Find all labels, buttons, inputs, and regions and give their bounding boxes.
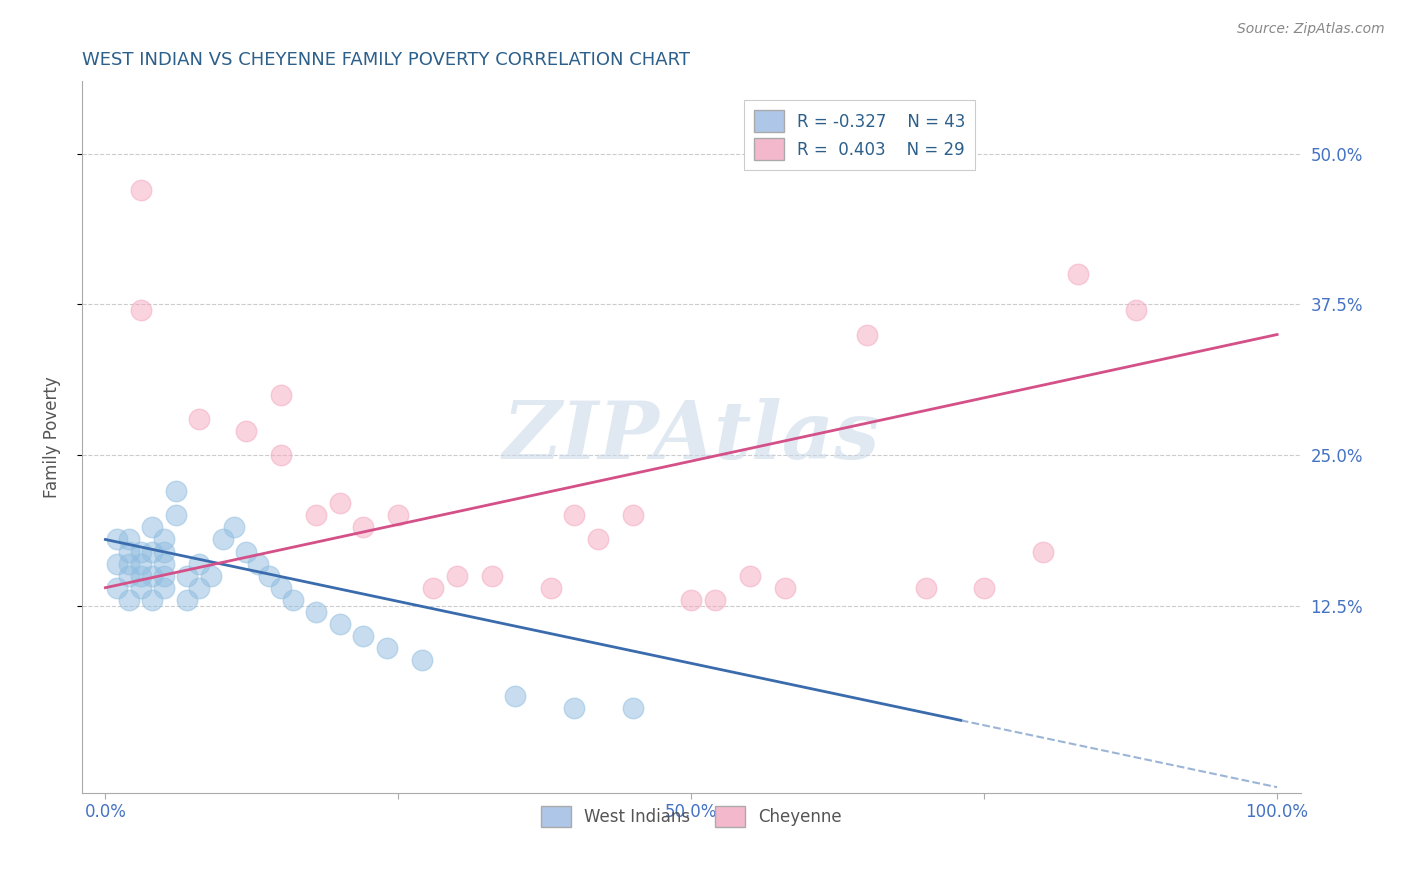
Point — [270, 581, 292, 595]
Point — [481, 568, 503, 582]
Point — [562, 701, 585, 715]
Point — [129, 183, 152, 197]
Point — [621, 508, 644, 523]
Point — [129, 581, 152, 595]
Text: Source: ZipAtlas.com: Source: ZipAtlas.com — [1237, 22, 1385, 37]
Text: ZIPAtlas: ZIPAtlas — [502, 398, 880, 475]
Point — [118, 568, 141, 582]
Point — [105, 533, 128, 547]
Point — [165, 484, 187, 499]
Point — [129, 557, 152, 571]
Point — [153, 533, 176, 547]
Point — [914, 581, 936, 595]
Point — [446, 568, 468, 582]
Point — [141, 520, 163, 534]
Point — [540, 581, 562, 595]
Point — [1067, 267, 1090, 281]
Point — [387, 508, 409, 523]
Point — [703, 592, 725, 607]
Point — [329, 616, 352, 631]
Point — [188, 412, 211, 426]
Point — [305, 508, 328, 523]
Point — [118, 544, 141, 558]
Point — [270, 448, 292, 462]
Point — [505, 690, 527, 704]
Point — [738, 568, 761, 582]
Point — [118, 533, 141, 547]
Point — [246, 557, 269, 571]
Point — [305, 605, 328, 619]
Point — [586, 533, 609, 547]
Point — [153, 568, 176, 582]
Point — [176, 592, 198, 607]
Point — [856, 327, 879, 342]
Point — [129, 544, 152, 558]
Point — [1125, 303, 1147, 318]
Point — [105, 557, 128, 571]
Point — [621, 701, 644, 715]
Point — [235, 544, 257, 558]
Point — [188, 557, 211, 571]
Point — [224, 520, 246, 534]
Point — [281, 592, 304, 607]
Point — [773, 581, 796, 595]
Point — [118, 592, 141, 607]
Point — [1032, 544, 1054, 558]
Point — [352, 629, 374, 643]
Text: WEST INDIAN VS CHEYENNE FAMILY POVERTY CORRELATION CHART: WEST INDIAN VS CHEYENNE FAMILY POVERTY C… — [82, 51, 690, 69]
Point — [329, 496, 352, 510]
Point — [211, 533, 233, 547]
Point — [129, 303, 152, 318]
Point — [153, 557, 176, 571]
Point — [153, 544, 176, 558]
Point — [105, 581, 128, 595]
Point — [141, 568, 163, 582]
Point — [973, 581, 995, 595]
Point — [422, 581, 444, 595]
Point — [200, 568, 222, 582]
Point — [411, 653, 433, 667]
Point — [153, 581, 176, 595]
Point — [176, 568, 198, 582]
Point — [141, 592, 163, 607]
Point — [270, 388, 292, 402]
Point — [118, 557, 141, 571]
Point — [375, 640, 398, 655]
Point — [141, 544, 163, 558]
Point — [235, 424, 257, 438]
Point — [259, 568, 281, 582]
Point — [562, 508, 585, 523]
Point — [352, 520, 374, 534]
Point — [165, 508, 187, 523]
Point — [129, 568, 152, 582]
Point — [681, 592, 703, 607]
Point — [188, 581, 211, 595]
Legend: West Indians, Cheyenne: West Indians, Cheyenne — [534, 799, 849, 834]
Y-axis label: Family Poverty: Family Poverty — [44, 376, 60, 498]
